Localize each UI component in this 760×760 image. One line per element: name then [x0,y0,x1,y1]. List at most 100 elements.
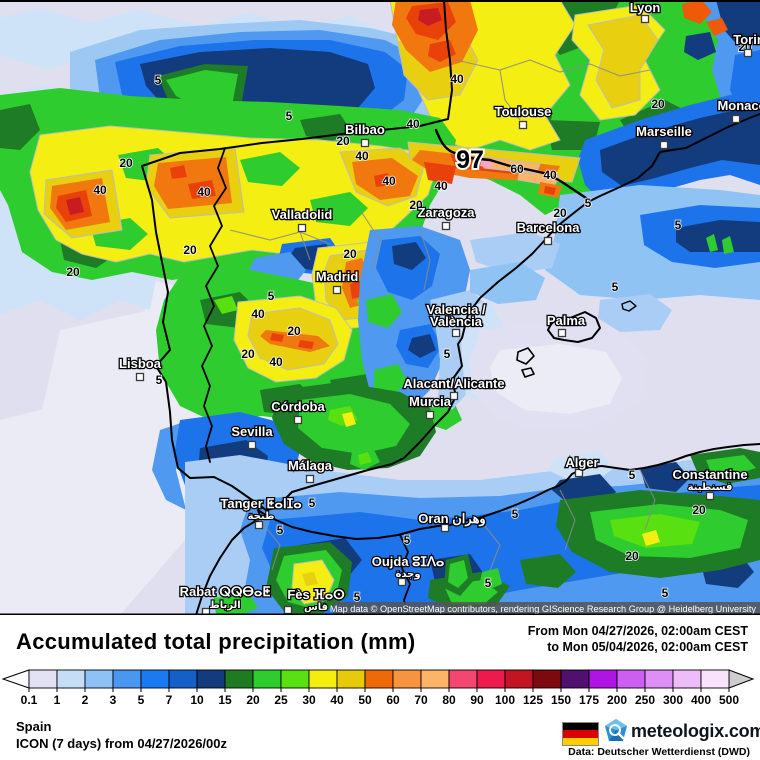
precip-value-label: 20 [625,549,639,563]
city-label: Murcia [409,394,452,409]
city-label: Constantine [672,467,747,482]
precip-shading [0,0,760,615]
scale-tick-label: 200 [607,693,627,707]
meteologix-logo[interactable]: meteologix.com [603,718,760,744]
precip-value-label: 97 [456,146,484,174]
city-marker [518,120,528,130]
scale-segment [532,669,562,689]
precip-value-label: 5 [286,109,293,123]
city-marker [440,523,450,533]
city-sublabel: وجدة [395,569,420,580]
city-marker [574,468,584,478]
city-label: Bilbao [345,122,385,137]
scale-tick-label: 100 [495,693,515,707]
city-label: Alacant/Alicante [403,376,504,391]
precip-value-label: 5 [404,533,411,547]
legend-title: Accumulated total precipitation (mm) [16,629,416,654]
precipitation-map[interactable]: 5 5 20 40 40 20 40 40 40 40 20 20 20 40 97 60 40 20 20 20 5 5… [0,0,760,615]
city-label: Barcelona [517,220,581,235]
scale-tick-label: 15 [218,693,232,707]
scale-segment [392,669,422,689]
precip-value-label: 40 [197,185,211,199]
city-marker [659,140,669,150]
precip-value-label: 40 [355,149,369,163]
scale-segment [644,669,674,689]
scale-segment [588,669,618,689]
city-label: Madrid [316,269,359,284]
map-bottom-border [0,613,760,615]
precip-value-label: 20 [119,156,133,170]
city-sublabel: قسنطينة [688,482,733,493]
scale-segment [700,669,730,689]
city-sublabel: فاس [304,602,328,613]
precip-value-label: 5 [512,507,519,521]
scale-tick-label: 25 [274,693,288,707]
scale-left-arrow [1,669,30,689]
precip-value-label: 5 [277,523,284,537]
scale-segment [168,669,198,689]
scale-tick-label: 1 [54,693,61,707]
precip-value-label: 40 [406,117,420,131]
city-label: Lisboa [119,356,162,371]
german-flag-icon [562,722,599,746]
scale-tick-label: 50 [358,693,372,707]
scale-segment [504,669,534,689]
precip-value-label: 20 [409,198,423,212]
precip-value-label: 20 [651,97,665,111]
model-run-label: ICON (7 days) from 04/27/2026/00z [16,736,227,751]
city-marker [441,221,451,231]
city-label: Alger [565,455,598,470]
scale-segment [308,669,338,689]
scale-segment [448,669,478,689]
precip-value-label: 60 [510,162,524,176]
flag-stripe-black [563,723,598,731]
city-marker [557,328,567,338]
precip-value-label: 40 [382,174,396,188]
city-marker [705,491,715,501]
city-label: Marseille [636,124,692,139]
city-label: Valladolid [272,207,333,222]
scale-tick-label: 90 [470,693,484,707]
scale-segment [364,669,394,689]
precip-value-label: 20 [553,206,567,220]
city-marker [640,14,650,24]
flag-stripe-red [563,730,598,738]
data-source-label: Data: Deutscher Wetterdienst (DWD) [568,746,750,758]
scale-right-arrow [728,669,755,689]
city-label: Zaragoza [417,205,475,220]
precip-value-label: 20 [343,247,357,261]
scale-segment [84,669,114,689]
precip-value-label: 40 [93,183,107,197]
attribution-bar: Map data © OpenStreetMap contributors, r… [330,602,760,615]
scale-segment [112,669,142,689]
city-marker [254,520,264,530]
city-label: Lyon [630,0,661,15]
scale-tick-label: 2 [82,693,89,707]
scale-segment [224,669,254,689]
city-label: Monaco [717,98,760,113]
precip-value-label: 20 [336,134,350,148]
scale-tick-label: 250 [635,693,655,707]
scale-segment [616,669,646,689]
city-label: Fès ⴼⴰⵙ [287,587,345,602]
flag-stripe-gold [563,737,598,745]
scale-tick-label: 40 [330,693,344,707]
scale-tick-label: 3 [110,693,117,707]
city-marker [731,114,741,124]
city-label: Rabat ⵕⵕⴱⴰⵟ [180,584,271,599]
scale-segment [280,669,310,689]
legend-panel: Accumulated total precipitation (mm) Fro… [0,615,760,760]
scale-tick-label: 60 [386,693,400,707]
scale-segment [28,669,58,689]
city-marker [332,285,342,295]
scale-segment [476,669,506,689]
precip-value-label: 5 [585,196,592,210]
date-range: From Mon 04/27/2026, 02:00am CEST to Mon… [528,623,748,655]
scale-tick-label: 150 [551,693,571,707]
city-label: Valencia / [426,302,486,317]
scale-segment [560,669,590,689]
city-label: Toulouse [495,104,552,119]
city-marker [135,372,145,382]
precip-value-label: 40 [434,179,448,193]
